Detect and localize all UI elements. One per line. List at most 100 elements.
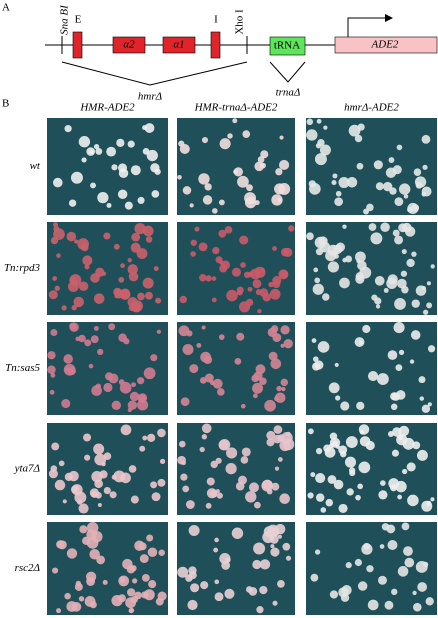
colony xyxy=(367,370,379,382)
colony xyxy=(370,232,383,245)
colony xyxy=(212,208,218,214)
colony xyxy=(198,173,210,185)
colony xyxy=(74,239,79,244)
colony xyxy=(90,335,99,344)
colony xyxy=(425,597,434,606)
colony xyxy=(249,268,261,280)
colony xyxy=(89,549,100,560)
colony xyxy=(272,246,277,251)
colony xyxy=(106,202,112,208)
colony xyxy=(78,281,89,291)
colony xyxy=(50,372,56,378)
colony xyxy=(401,285,409,294)
colony xyxy=(277,534,282,539)
colony xyxy=(117,189,128,199)
colony xyxy=(387,350,398,360)
colony xyxy=(199,273,207,282)
colony xyxy=(266,438,275,447)
colony xyxy=(312,356,319,362)
colony xyxy=(318,236,328,246)
colony xyxy=(128,465,137,473)
colony xyxy=(78,503,89,514)
colony xyxy=(102,579,108,585)
colony xyxy=(211,297,217,303)
colony xyxy=(56,253,61,258)
colony xyxy=(388,478,400,489)
colony xyxy=(266,488,273,495)
colony xyxy=(406,258,415,268)
colony xyxy=(315,472,326,484)
colony xyxy=(327,261,340,273)
colony xyxy=(50,329,58,337)
colony xyxy=(413,602,422,612)
colony xyxy=(200,351,212,363)
colony xyxy=(270,544,275,549)
colony xyxy=(127,140,135,148)
colony xyxy=(380,480,386,486)
colony xyxy=(83,433,92,442)
colony xyxy=(146,433,156,442)
colony xyxy=(308,180,316,188)
colony xyxy=(206,477,215,486)
colony xyxy=(155,597,164,606)
colony xyxy=(82,255,93,266)
colony xyxy=(68,199,77,207)
colony xyxy=(307,492,314,499)
colony xyxy=(218,438,231,451)
colony xyxy=(252,559,262,570)
colony xyxy=(103,486,111,495)
colony xyxy=(268,281,274,288)
colony xyxy=(332,173,338,179)
colony xyxy=(63,354,73,364)
colony xyxy=(327,475,337,484)
colony xyxy=(58,460,65,467)
colony xyxy=(404,226,416,237)
colony xyxy=(137,399,149,411)
colony xyxy=(307,428,314,435)
colony xyxy=(95,267,105,277)
colony xyxy=(421,285,426,291)
colony xyxy=(131,232,141,242)
colony xyxy=(124,201,133,210)
colony xyxy=(144,123,155,133)
colony xyxy=(247,286,253,292)
colony xyxy=(201,325,206,330)
colony xyxy=(407,494,419,507)
colony xyxy=(205,275,212,282)
deletion-bracket xyxy=(269,61,306,83)
colony xyxy=(150,481,158,489)
colony xyxy=(374,297,382,305)
colony xyxy=(199,446,205,453)
colony xyxy=(198,242,208,252)
colony xyxy=(205,502,212,509)
colony xyxy=(325,498,334,507)
colony xyxy=(86,147,96,156)
colony xyxy=(355,494,361,501)
colony xyxy=(246,184,253,192)
colony xyxy=(53,225,60,232)
colony xyxy=(404,557,415,568)
colony xyxy=(406,462,416,472)
colony xyxy=(146,149,158,162)
colony xyxy=(252,382,264,394)
arrow-head xyxy=(385,14,393,22)
colony xyxy=(130,495,139,504)
colony xyxy=(277,197,282,203)
colony xyxy=(105,372,114,381)
colony xyxy=(180,473,188,481)
colony xyxy=(344,456,357,468)
colony xyxy=(285,555,292,561)
colony xyxy=(430,264,435,269)
colony xyxy=(376,373,389,385)
colony xyxy=(189,203,194,208)
deletion-label: hmrΔ xyxy=(138,91,162,103)
colony xyxy=(359,340,364,346)
colony xyxy=(188,566,197,575)
colony xyxy=(323,444,332,453)
colony xyxy=(150,163,160,173)
colony xyxy=(368,223,377,231)
colony xyxy=(345,436,358,448)
colony xyxy=(340,401,350,411)
colony xyxy=(182,186,192,195)
colony xyxy=(317,341,330,353)
